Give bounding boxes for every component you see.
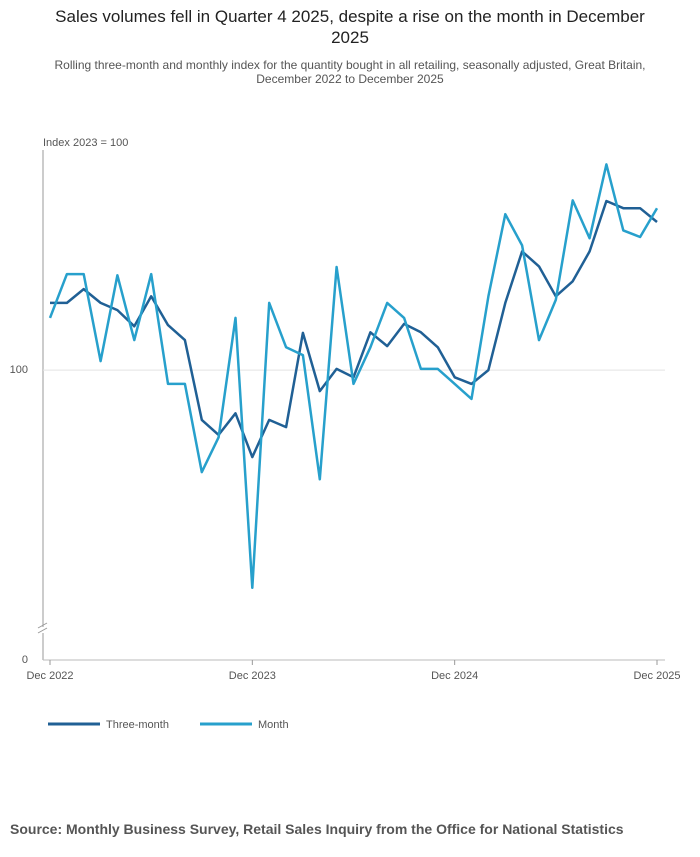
x-tick-label: Dec 2024 xyxy=(431,670,478,682)
legend-label: Three-month xyxy=(106,719,169,731)
y-tick-label: 0 xyxy=(22,654,28,666)
x-tick-label: Dec 2022 xyxy=(26,670,73,682)
axis-break xyxy=(37,627,48,634)
x-tick-label: Dec 2023 xyxy=(229,670,276,682)
axis-break xyxy=(37,622,48,629)
chart-subtitle: Rolling three-month and monthly index fo… xyxy=(54,58,646,86)
chart-title: Sales volumes fell in Quarter 4 2025, de… xyxy=(55,7,645,47)
line-series xyxy=(48,163,659,590)
chart: Index 2023 = 100 0 100 Dec 2022 Dec 2023 Dec… xyxy=(10,137,681,731)
y-axis-label: Index 2023 = 100 xyxy=(43,137,128,149)
source: Source: Monthly Business Survey, Retail … xyxy=(10,821,624,837)
x-tick-label: Dec 2025 xyxy=(633,670,680,682)
legend-label: Month xyxy=(258,719,289,731)
y-tick-label: 100 xyxy=(10,364,28,376)
